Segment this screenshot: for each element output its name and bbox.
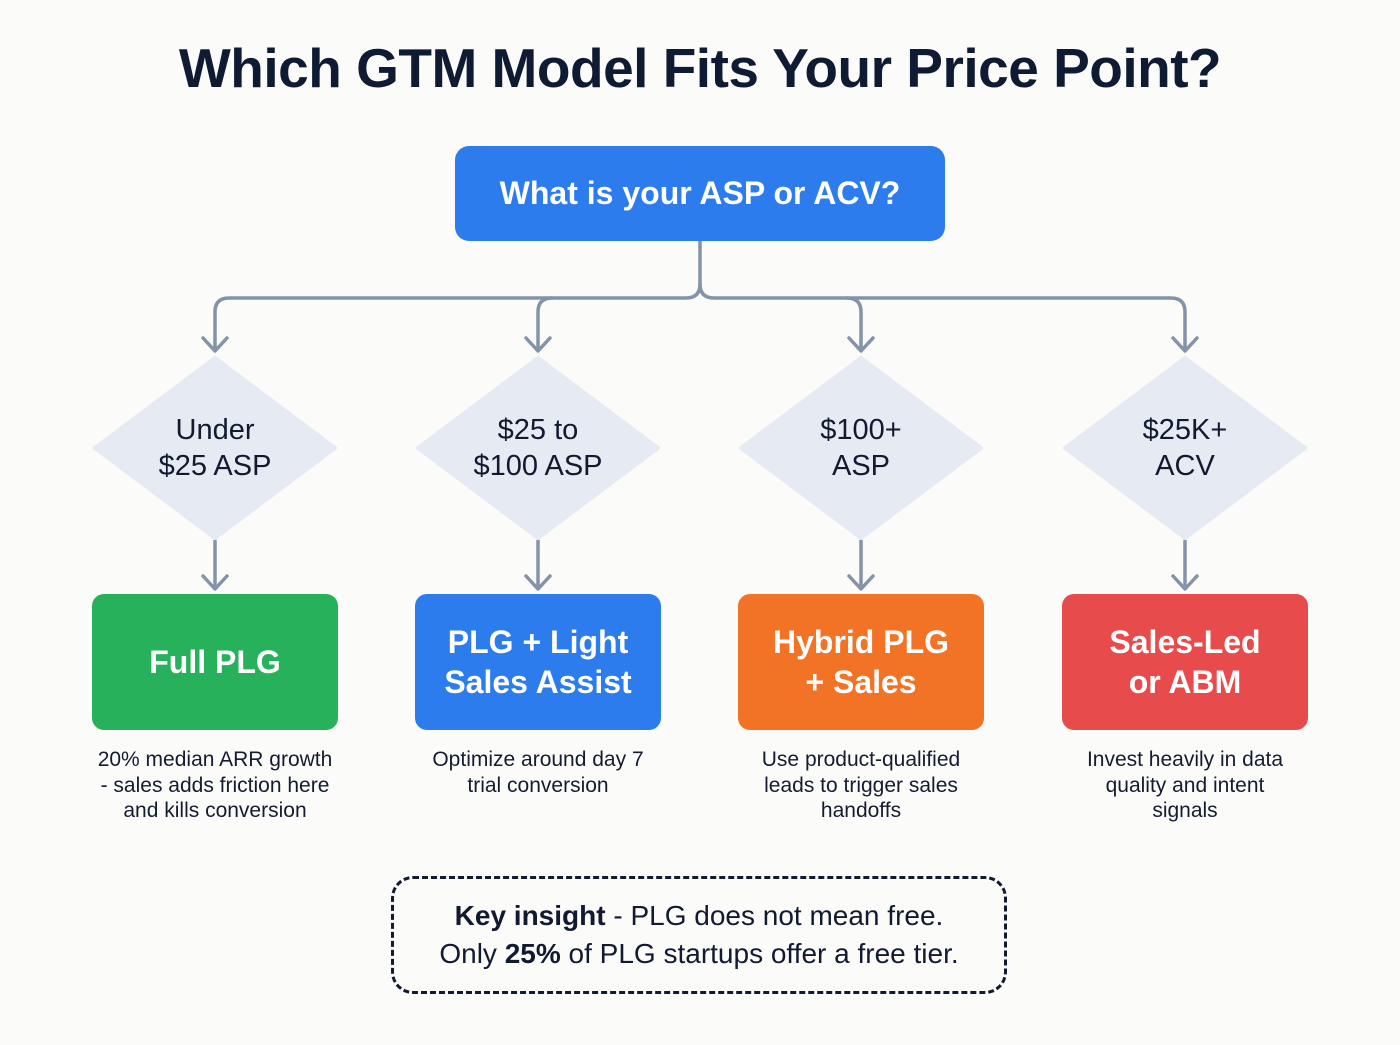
condition-line-2: ACV [1155, 450, 1215, 482]
decision-diamond-25k-plus: $25K+ ACV [1062, 356, 1308, 540]
description-full-plg: 20% median ARR growth - sales adds frict… [70, 747, 360, 824]
insight-line-1-text: - PLG does not mean free. [605, 900, 944, 931]
description-plg-light-sales-assist: Optimize around day 7 trial conversion [393, 747, 683, 798]
outcome-line-2: Sales Assist [444, 664, 632, 700]
decision-diamond-25-to-100: $25 to $100 ASP [415, 356, 661, 540]
connector-branch-3 [845, 296, 863, 352]
outcome-plg-light-sales-assist: PLG + Light Sales Assist [415, 594, 661, 730]
outcome-hybrid-plg-sales: Hybrid PLG + Sales [738, 594, 984, 730]
outcome-line-1: Hybrid PLG [772, 624, 949, 660]
description-line: 20% median ARR growth [97, 748, 333, 771]
outcome-line-1: PLG + Light [447, 624, 629, 660]
insight-line-1: Key insight - PLG does not mean free. [455, 897, 944, 935]
insight-line-2-text: of PLG startups offer a free tier. [560, 938, 959, 969]
outcome-full-plg: Full PLG [92, 594, 338, 730]
outcome-line-1: Sales-Led [1109, 624, 1261, 660]
description-line: handoffs [820, 799, 902, 822]
outcome-sales-led-abm: Sales-Led or ABM [1062, 594, 1308, 730]
insight-stat: 25% [504, 938, 561, 969]
condition-line-1: Under [175, 414, 255, 446]
connector-branch-4 [698, 282, 1187, 352]
condition-line-2: $100 ASP [473, 450, 603, 482]
key-insight-callout: Key insight - PLG does not mean free. On… [391, 876, 1007, 994]
connector-branch-2 [536, 296, 554, 352]
description-line: trial conversion [467, 773, 609, 797]
description-line: Use product-qualified [761, 748, 961, 771]
outcome-line-2: + Sales [805, 664, 917, 700]
description-line: leads to trigger sales [764, 773, 958, 797]
decision-diamond-under-25: Under $25 ASP [92, 356, 338, 540]
description-line: Invest heavily in data [1086, 748, 1284, 771]
page-title: Which GTM Model Fits Your Price Point? [178, 37, 1222, 99]
root-question-box: What is your ASP or ACV? [455, 146, 945, 241]
insight-line-2: Only 25% of PLG startups offer a free ti… [439, 935, 958, 973]
insight-line-2-prefix: Only [439, 938, 505, 969]
condition-line-1: $100+ [820, 414, 902, 446]
description-hybrid-plg-sales: Use product-qualified leads to trigger s… [716, 747, 1006, 824]
condition-line-2: $25 ASP [158, 450, 272, 482]
description-line: and kills conversion [123, 799, 307, 822]
description-line: signals [1152, 799, 1218, 822]
condition-line-1: $25 to [497, 414, 579, 446]
insight-bold-lead: Key insight [454, 900, 606, 931]
condition-line-2: ASP [831, 450, 891, 482]
description-line: Optimize around day 7 [432, 748, 644, 771]
description-line: - sales adds friction here [100, 773, 330, 797]
connector-branch-1 [213, 239, 702, 352]
outcome-line-2: or ABM [1128, 664, 1242, 700]
description-line: quality and intent [1105, 773, 1265, 797]
description-sales-led-abm: Invest heavily in data quality and inten… [1040, 747, 1330, 824]
decision-diamond-100-plus: $100+ ASP [738, 356, 984, 540]
root-question-label: What is your ASP or ACV? [499, 175, 901, 211]
outcome-line-1: Full PLG [149, 644, 281, 680]
condition-line-1: $25K+ [1142, 414, 1228, 446]
